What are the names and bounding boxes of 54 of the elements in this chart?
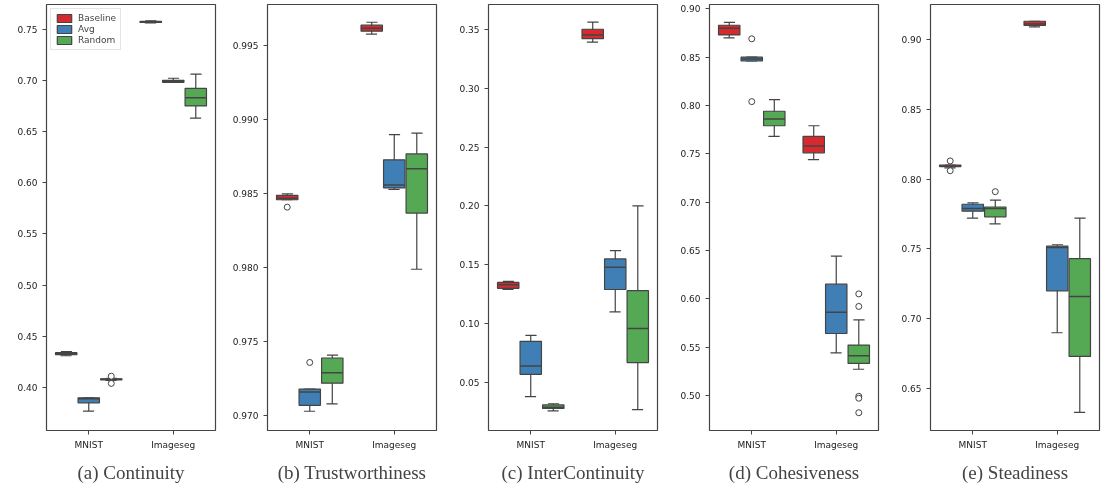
y-tick-label: 0.75 [17, 24, 38, 35]
y-tick-label: 0.85 [680, 52, 701, 63]
y-tick-label: 0.80 [901, 174, 922, 185]
x-tick-label: MNIST [295, 439, 325, 450]
x-tick-label: Imageseg [1035, 439, 1080, 450]
y-tick-label: 0.30 [459, 83, 480, 94]
x-tick-label: MNIST [958, 439, 988, 450]
y-tick-label: 0.10 [459, 319, 480, 330]
x-tick-label: MNIST [737, 439, 767, 450]
y-tick-label: 0.70 [17, 75, 38, 86]
y-tick-label: 0.65 [680, 245, 701, 256]
text: (a) Continuity [77, 461, 186, 484]
y-tick-label: 0.990 [232, 115, 259, 126]
y-tick-label: 0.65 [17, 126, 38, 137]
x-tick-label: MNIST [74, 439, 104, 450]
y-tick-label: 0.40 [17, 382, 38, 393]
text: (c) InterContinuity [501, 461, 645, 484]
y-tick-label: 0.45 [17, 331, 38, 342]
text: (b) Trustworthiness [277, 461, 426, 484]
y-tick-label: 0.75 [680, 149, 701, 160]
y-tick-label: 0.985 [232, 189, 259, 200]
text: (e) Steadiness [961, 461, 1069, 484]
y-tick-label: 0.15 [459, 260, 480, 271]
y-tick-label: 0.70 [680, 197, 701, 208]
y-tick-label: 0.970 [232, 411, 259, 422]
legend-label: Avg [78, 24, 96, 34]
y-tick-label: 0.25 [459, 142, 480, 153]
y-tick-label: 0.85 [901, 104, 922, 115]
text: (d) Cohesiveness [728, 461, 860, 484]
y-tick-label: 0.60 [680, 294, 701, 305]
y-tick-label: 0.70 [901, 314, 922, 325]
y-tick-label: 0.55 [680, 342, 701, 353]
y-tick-label: 0.80 [680, 100, 701, 111]
y-tick-label: 0.75 [901, 244, 922, 255]
x-tick-label: Imageseg [814, 439, 859, 450]
y-tick-label: 0.05 [459, 378, 480, 389]
y-tick-label: 0.35 [459, 24, 480, 35]
y-tick-label: 0.55 [17, 229, 38, 240]
legend-label: Baseline [78, 13, 117, 23]
y-tick-label: 0.65 [901, 384, 922, 395]
x-tick-label: Imageseg [372, 439, 417, 450]
y-tick-label: 0.90 [901, 34, 922, 45]
x-tick-label: Imageseg [593, 439, 638, 450]
y-tick-label: 0.60 [17, 178, 38, 189]
x-tick-label: Imageseg [151, 439, 196, 450]
y-tick-label: 0.50 [680, 390, 701, 401]
y-tick-label: 0.20 [459, 201, 480, 212]
y-tick-label: 0.50 [17, 280, 38, 291]
y-tick-label: 0.90 [680, 4, 701, 15]
y-tick-label: 0.980 [232, 263, 259, 274]
y-tick-label: 0.975 [232, 337, 259, 348]
y-tick-label: 0.995 [232, 41, 259, 52]
legend-label: Random [78, 35, 116, 45]
x-tick-label: MNIST [516, 439, 546, 450]
